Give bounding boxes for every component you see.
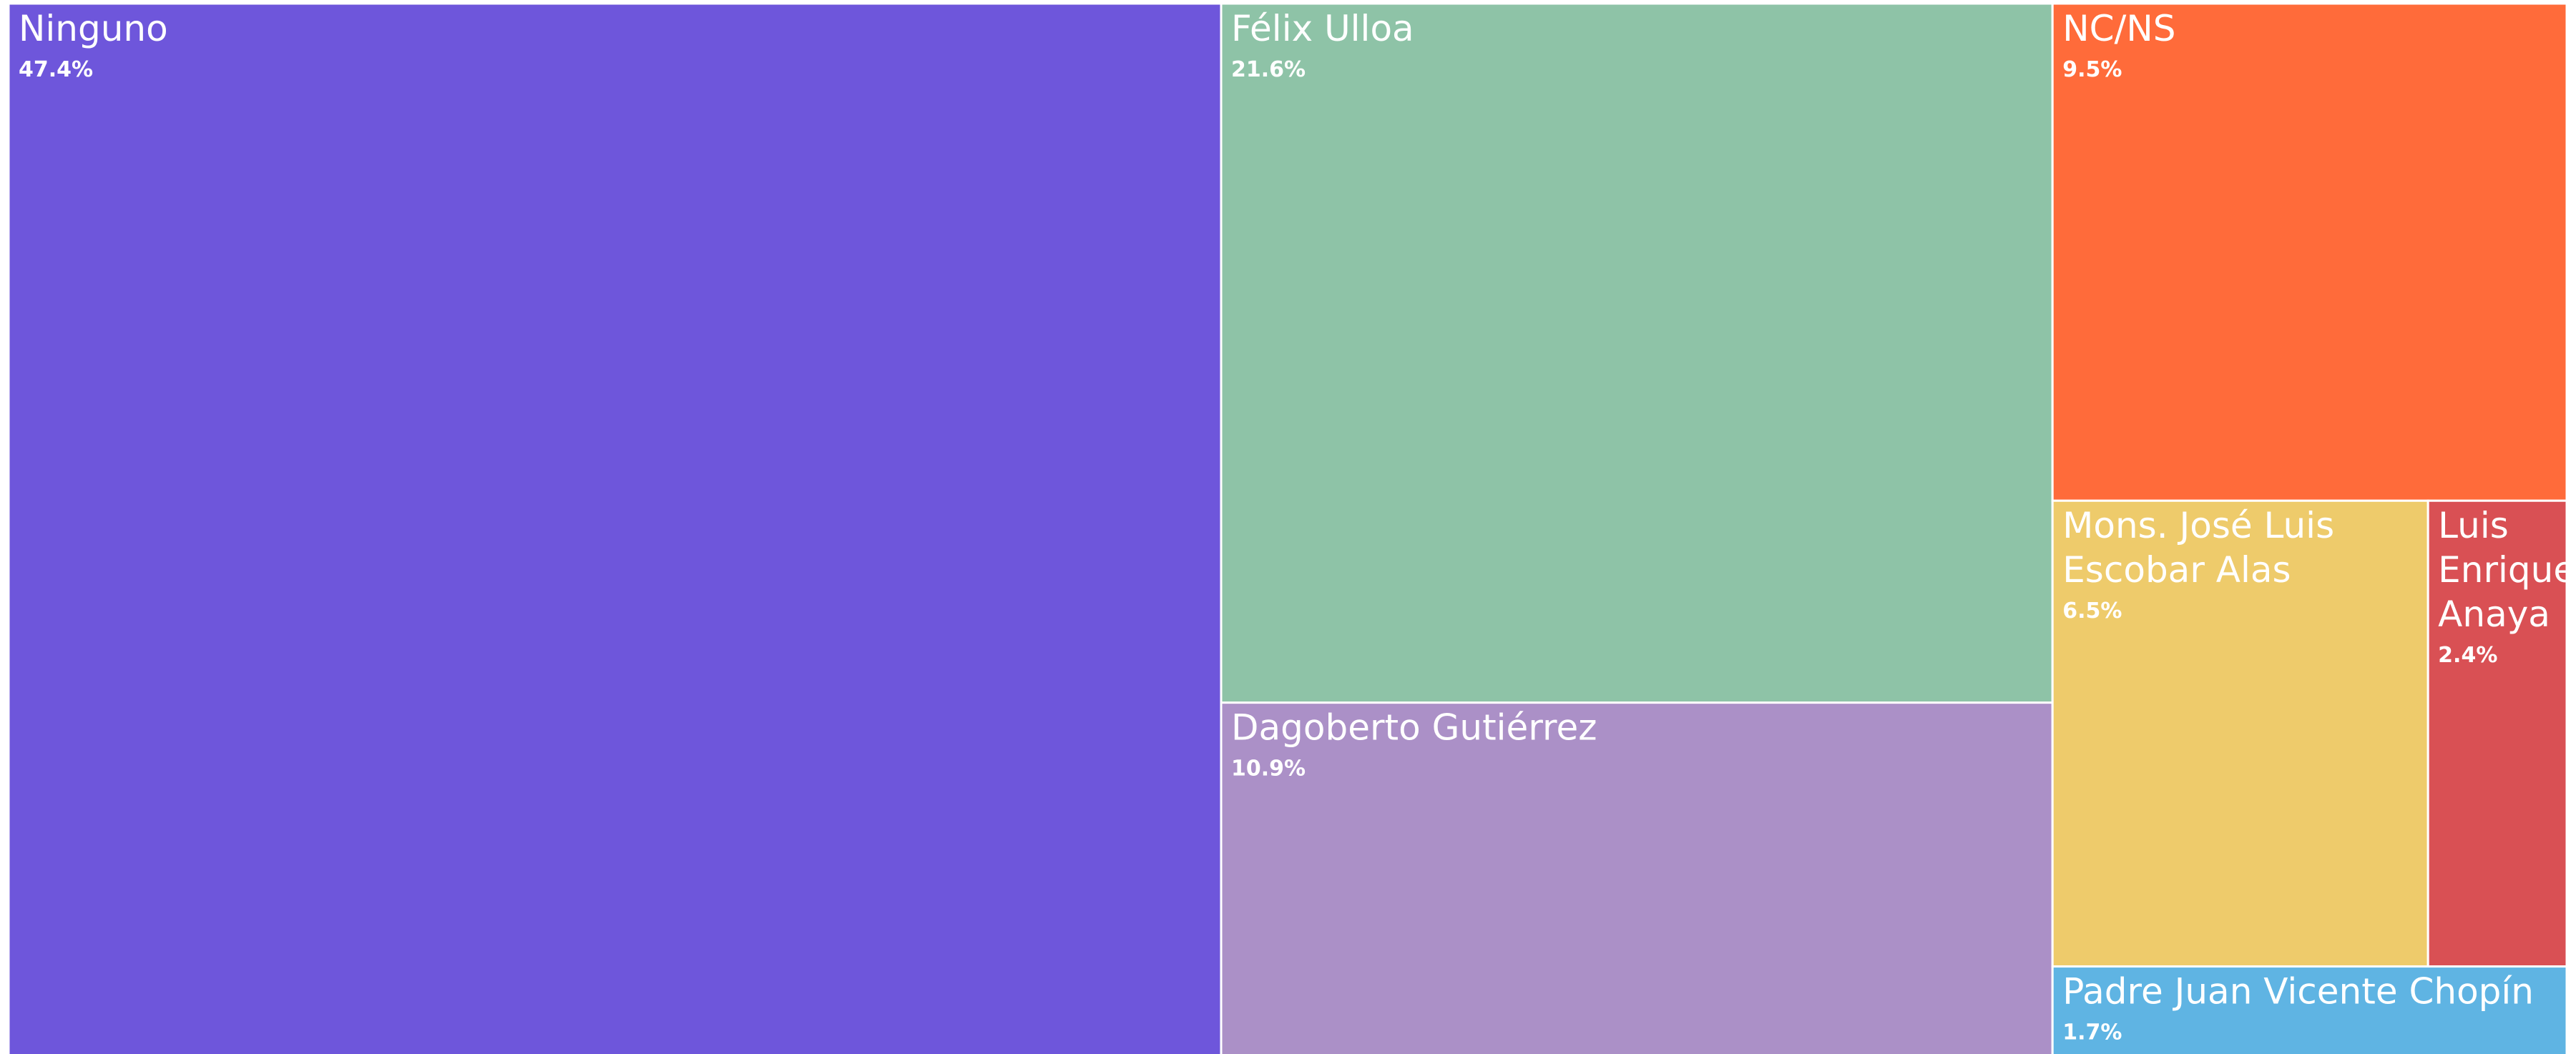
treemap-tile bbox=[1220, 2, 2054, 704]
tile-value-label: 9.5% bbox=[2062, 57, 2122, 82]
treemap-tile bbox=[2051, 965, 2568, 1054]
tile-label-line: Luis bbox=[2438, 505, 2509, 546]
tile-value-label: 47.4% bbox=[19, 57, 93, 82]
treemap-tile bbox=[1220, 701, 2054, 1054]
tile-label-line: Escobar Alas bbox=[2062, 549, 2291, 591]
tile-label-line: Padre Juan Vicente Chopín bbox=[2062, 971, 2534, 1013]
tile-label-line: NC/NS bbox=[2062, 8, 2175, 49]
tile-label-line: Félix Ulloa bbox=[1231, 8, 1414, 49]
tile-value-label: 1.7% bbox=[2062, 1020, 2122, 1045]
tile-label-line: Ninguno bbox=[19, 8, 168, 49]
tile-value-label: 2.4% bbox=[2438, 643, 2497, 668]
tile-label: Félix Ulloa bbox=[1231, 8, 1414, 49]
treemap-tile bbox=[2051, 2, 2568, 502]
tile-label: Dagoberto Gutiérrez bbox=[1231, 707, 1597, 749]
treemap-tile bbox=[2426, 499, 2568, 968]
treemap-tile bbox=[2051, 499, 2429, 968]
tile-value-label: 21.6% bbox=[1231, 57, 1306, 82]
tile-label: Ninguno bbox=[19, 8, 168, 49]
tile-value-label: 10.9% bbox=[1231, 757, 1306, 782]
tile-label: Padre Juan Vicente Chopín bbox=[2062, 971, 2534, 1013]
tile-label-line: Enrique bbox=[2438, 549, 2575, 591]
tile-label: NC/NS bbox=[2062, 8, 2175, 49]
tile-value-label: 6.5% bbox=[2062, 599, 2122, 624]
tile-label-line: Dagoberto Gutiérrez bbox=[1231, 707, 1597, 749]
treemap-tile bbox=[7, 2, 1223, 1054]
tile-label-line: Anaya bbox=[2438, 594, 2550, 635]
tile-label-line: Mons. José Luis bbox=[2062, 505, 2334, 546]
tile-label: Mons. José Luis Escobar Alas bbox=[2062, 505, 2334, 591]
tile-label: Luis Enrique Anaya bbox=[2438, 505, 2575, 635]
